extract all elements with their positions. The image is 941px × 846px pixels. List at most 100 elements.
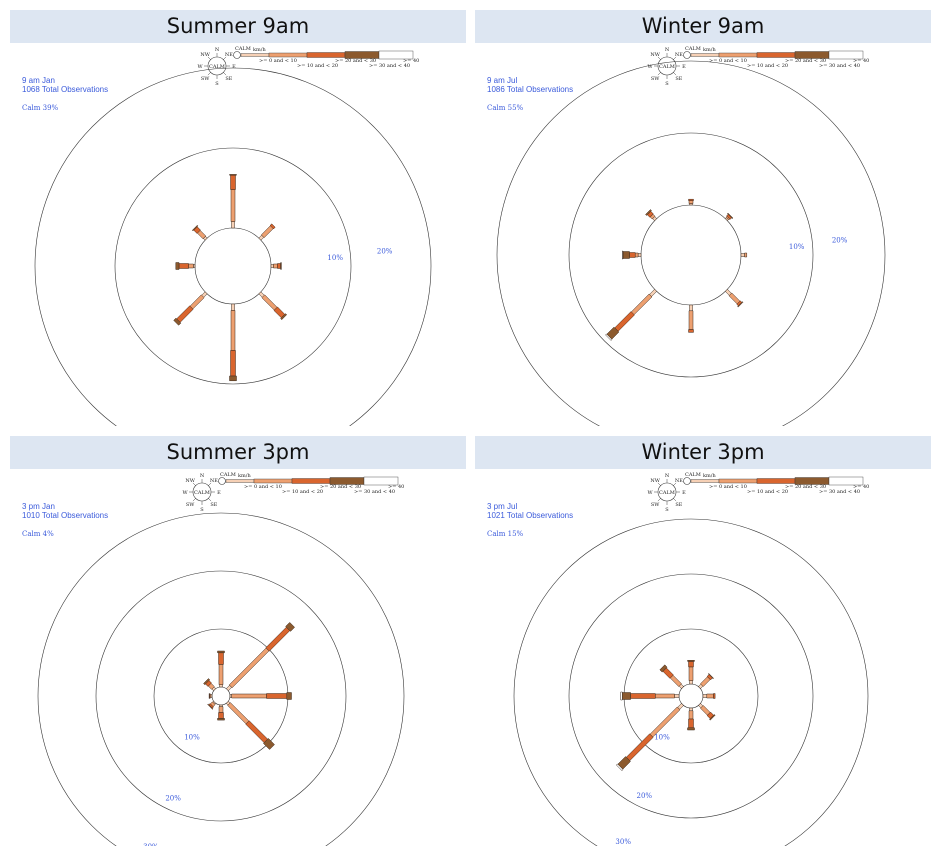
wind-bar-segment xyxy=(622,692,631,700)
wind-bar-segment xyxy=(688,661,694,668)
wind-bar-segment xyxy=(203,678,211,686)
legend-units: km/h xyxy=(253,47,266,53)
compass-tick xyxy=(192,482,196,486)
ring-label: 30% xyxy=(615,838,631,846)
percent-ring xyxy=(114,147,352,385)
wind-bar-segment xyxy=(286,692,292,700)
legend-calm-label: CALM xyxy=(220,472,236,478)
ring-label: 20% xyxy=(636,792,652,800)
wind-bar-segment xyxy=(176,305,194,323)
wind-bar-segment xyxy=(713,693,716,699)
compass-tick xyxy=(657,482,661,486)
legend-swatch xyxy=(828,50,864,60)
wind-bar-segment xyxy=(231,303,235,311)
percent-ring xyxy=(513,518,869,846)
wind-bar-segment xyxy=(219,684,223,688)
wind-bar-segment xyxy=(629,252,636,258)
percent-ring xyxy=(95,570,347,822)
wind-bar-segment xyxy=(634,252,639,258)
compass-label: SE xyxy=(675,502,682,508)
wind-bar-segment xyxy=(263,738,275,750)
wind-bar-segment xyxy=(230,189,236,222)
wind-bar-segment xyxy=(707,673,714,680)
wind-bar-segment xyxy=(702,694,708,698)
ring-label: 20% xyxy=(165,794,181,802)
compass-tick xyxy=(673,72,677,76)
panel-title: Summer 9am xyxy=(10,10,466,43)
wind-bar-segment xyxy=(269,223,276,230)
wind-bar-segment xyxy=(688,198,694,201)
compass-label: E xyxy=(682,64,686,70)
legend-bin-label: >= 20 and < 30 xyxy=(335,58,376,64)
ring-label: 10% xyxy=(789,243,805,251)
wind-bar-segment xyxy=(625,733,654,762)
wind-bar-segment xyxy=(645,209,652,216)
legend-bin-label: >= 10 and < 20 xyxy=(297,63,338,69)
legend-calm-circle xyxy=(683,477,691,485)
wind-bar-segment xyxy=(229,375,237,382)
compass-tick xyxy=(223,72,227,76)
wind-bar-segment xyxy=(687,727,695,731)
wind-bar-segment xyxy=(280,262,282,270)
compass-label: NW xyxy=(650,478,660,484)
compass-label: SW xyxy=(201,76,210,82)
wind-bar-segment xyxy=(280,313,288,321)
legend-swatch xyxy=(268,52,308,58)
legend-swatch xyxy=(794,477,830,485)
wind-bar-segment xyxy=(265,626,291,652)
legend-bin-label: >= 10 and < 20 xyxy=(747,63,788,69)
compass-label: SW xyxy=(186,502,195,508)
legend-swatch xyxy=(344,51,380,59)
wind-bar-segment xyxy=(630,693,656,699)
wind-bar-segment xyxy=(207,703,214,710)
wind-bar-segment xyxy=(188,263,194,269)
wind-bar-segment xyxy=(630,293,653,316)
wind-bar-segment xyxy=(230,350,236,377)
compass-tick xyxy=(192,498,196,502)
observations-label: 1010 Total Observations xyxy=(22,511,108,520)
ring-label: 10% xyxy=(654,734,670,742)
period-label: 3 pm Jan xyxy=(22,502,55,511)
wind-bar-segment xyxy=(178,263,189,269)
period-label: 9 am Jan xyxy=(22,76,55,85)
compass-tick xyxy=(657,498,661,502)
compass-tick xyxy=(657,72,661,76)
wind-bar-segment xyxy=(217,718,225,721)
wind-bar-segment xyxy=(217,650,225,654)
legend-bin-label: >= 20 and < 30 xyxy=(320,484,361,490)
legend-bin-label: >= 40 xyxy=(853,58,869,64)
legend-bin-label: >= 0 and < 10 xyxy=(259,58,297,64)
compass-label: S xyxy=(665,81,669,87)
wind-bar-segment xyxy=(231,693,267,699)
calm-percent-label: Calm 39% xyxy=(22,104,59,112)
legend-bin-label: >= 30 and < 40 xyxy=(354,489,395,495)
legend-bin-label: >= 10 and < 20 xyxy=(747,489,788,495)
period-label: 3 pm Jul xyxy=(487,502,517,511)
wind-bar-segment xyxy=(688,329,694,333)
wind-bar-segment xyxy=(688,718,694,729)
legend-swatch xyxy=(690,479,720,483)
legend-swatch xyxy=(253,478,293,484)
legend-swatch xyxy=(690,53,720,57)
legend-bin-label: >= 30 and < 40 xyxy=(819,63,860,69)
legend-units: km/h xyxy=(238,473,251,479)
wind-bar-segment xyxy=(270,264,274,268)
compass-label: N xyxy=(200,473,205,479)
wind-bar-segment xyxy=(649,706,681,738)
wind-bar-segment xyxy=(227,702,250,725)
wind-bar-segment xyxy=(728,292,741,305)
compass-tick xyxy=(673,482,677,486)
wind-bar-segment xyxy=(688,666,694,681)
compass-tick xyxy=(207,72,211,76)
compass-label: E xyxy=(217,490,221,496)
compass-label: NW xyxy=(185,478,195,484)
calm-circle xyxy=(640,204,742,306)
legend-swatch xyxy=(794,51,830,59)
legend-units: km/h xyxy=(703,47,716,53)
wind-bar-segment xyxy=(173,317,182,326)
legend-swatch xyxy=(378,50,414,60)
ring-label: 20% xyxy=(832,237,848,245)
